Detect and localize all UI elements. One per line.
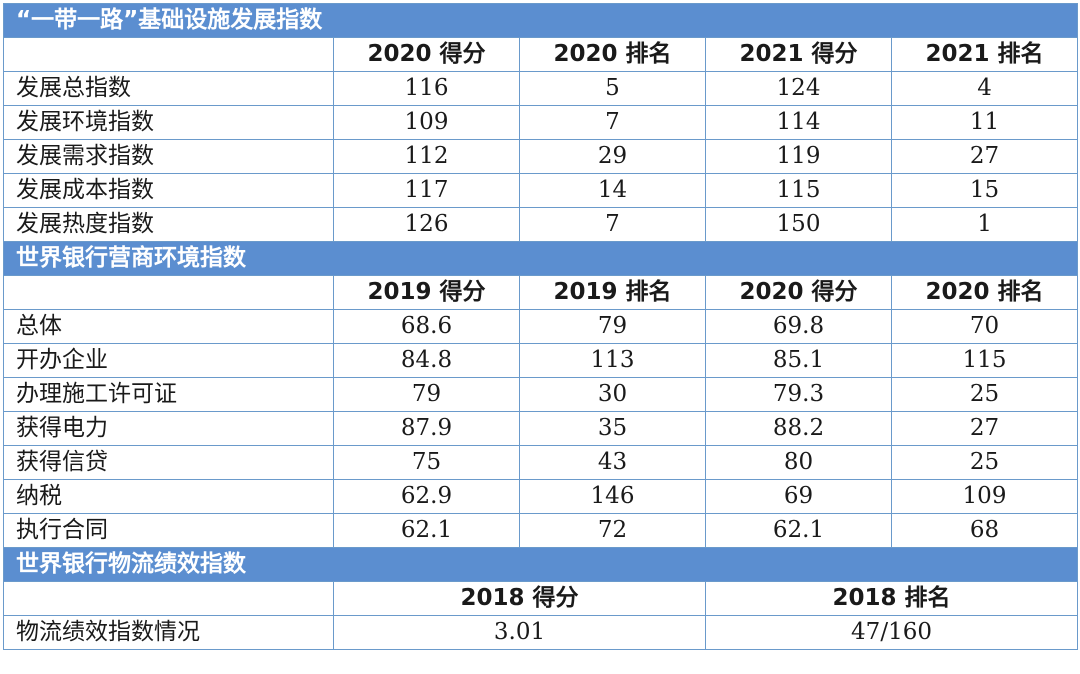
- cell-value: 68.6: [333, 309, 520, 344]
- column-header: 2020 排名: [519, 37, 706, 72]
- cell-value: 75: [333, 445, 520, 480]
- cell-value: 79.3: [705, 377, 892, 412]
- table-row: 总体 68.6 79 69.8 70: [3, 309, 1079, 344]
- header-blank: [3, 581, 334, 616]
- row-label: 发展热度指数: [3, 207, 334, 242]
- table-row: 发展热度指数 126 7 150 1: [3, 207, 1079, 242]
- cell-value: 79: [333, 377, 520, 412]
- column-header: 2020 得分: [333, 37, 520, 72]
- header-blank: [3, 37, 334, 72]
- cell-value: 150: [705, 207, 892, 242]
- column-header: 2020 排名: [890, 275, 1079, 310]
- table-row: 办理施工许可证 79 30 79.3 25: [3, 377, 1079, 412]
- cell-value: 7: [519, 105, 706, 140]
- table-row: 发展环境指数 109 7 114 11: [3, 105, 1079, 140]
- cell-value: 30: [519, 377, 706, 412]
- section-title: 世界银行物流绩效指数: [2, 547, 1079, 582]
- cell-value: 126: [333, 207, 520, 242]
- section-title: “一带一路”基础设施发展指数: [2, 3, 1079, 38]
- cell-value: 62.1: [333, 513, 520, 548]
- cell-value: 3.01: [333, 615, 706, 650]
- header-row: 2020 得分 2020 排名 2021 得分 2021 排名: [3, 37, 1079, 72]
- cell-value: 25: [890, 377, 1079, 412]
- row-label: 获得信贷: [3, 445, 334, 480]
- section-title-row: 世界银行物流绩效指数: [2, 547, 1079, 582]
- cell-value: 84.8: [333, 343, 520, 378]
- cell-value: 109: [890, 479, 1079, 514]
- section-title-row: 世界银行营商环境指数: [2, 241, 1079, 276]
- table-row: 执行合同 62.1 72 62.1 68: [3, 513, 1079, 548]
- row-label: 执行合同: [3, 513, 334, 548]
- cell-value: 114: [705, 105, 892, 140]
- cell-value: 113: [519, 343, 706, 378]
- cell-value: 29: [519, 139, 706, 174]
- table-row: 获得信贷 75 43 80 25: [3, 445, 1079, 480]
- cell-value: 88.2: [705, 411, 892, 446]
- cell-value: 25: [890, 445, 1079, 480]
- cell-value: 62.9: [333, 479, 520, 514]
- cell-value: 11: [890, 105, 1079, 140]
- cell-value: 109: [333, 105, 520, 140]
- cell-value: 70: [890, 309, 1079, 344]
- cell-value: 116: [333, 71, 520, 106]
- column-header: 2021 得分: [705, 37, 892, 72]
- row-label: 发展总指数: [3, 71, 334, 106]
- row-label: 开办企业: [3, 343, 334, 378]
- table-row: 物流绩效指数情况 3.01 47/160: [3, 615, 1079, 650]
- row-label: 纳税: [3, 479, 334, 514]
- header-row: 2018 得分 2018 排名: [3, 581, 1079, 616]
- column-header: 2020 得分: [705, 275, 892, 310]
- cell-value: 4: [890, 71, 1079, 106]
- row-label: 获得电力: [3, 411, 334, 446]
- cell-value: 85.1: [705, 343, 892, 378]
- row-label: 发展环境指数: [3, 105, 334, 140]
- cell-value: 87.9: [333, 411, 520, 446]
- cell-value: 112: [333, 139, 520, 174]
- cell-value: 27: [890, 411, 1079, 446]
- header-blank: [3, 275, 334, 310]
- table-row: 获得电力 87.9 35 88.2 27: [3, 411, 1079, 446]
- table-row: 开办企业 84.8 113 85.1 115: [3, 343, 1079, 378]
- cell-value: 69.8: [705, 309, 892, 344]
- cell-value: 7: [519, 207, 706, 242]
- cell-value: 69: [705, 479, 892, 514]
- cell-value: 124: [705, 71, 892, 106]
- section-title: 世界银行营商环境指数: [2, 241, 1079, 276]
- cell-value: 47/160: [704, 615, 1079, 650]
- table-row: 发展成本指数 117 14 115 15: [3, 173, 1079, 208]
- cell-value: 68: [890, 513, 1079, 548]
- column-header: 2018 排名: [704, 581, 1079, 616]
- column-header: 2019 排名: [519, 275, 706, 310]
- cell-value: 1: [890, 207, 1079, 242]
- cell-value: 35: [519, 411, 706, 446]
- table-row: 发展需求指数 112 29 119 27: [3, 139, 1079, 174]
- cell-value: 62.1: [705, 513, 892, 548]
- table-row: 发展总指数 116 5 124 4: [3, 71, 1079, 106]
- cell-value: 146: [519, 479, 706, 514]
- column-header: 2021 排名: [890, 37, 1079, 72]
- index-table: “一带一路”基础设施发展指数 2020 得分 2020 排名 2021 得分 2…: [2, 3, 1079, 650]
- cell-value: 15: [890, 173, 1079, 208]
- cell-value: 119: [705, 139, 892, 174]
- row-label: 发展需求指数: [3, 139, 334, 174]
- column-header: 2019 得分: [333, 275, 520, 310]
- cell-value: 80: [705, 445, 892, 480]
- header-row: 2019 得分 2019 排名 2020 得分 2020 排名: [3, 275, 1079, 310]
- cell-value: 27: [890, 139, 1079, 174]
- cell-value: 43: [519, 445, 706, 480]
- row-label: 总体: [3, 309, 334, 344]
- section-title-row: “一带一路”基础设施发展指数: [2, 3, 1079, 38]
- cell-value: 115: [890, 343, 1079, 378]
- cell-value: 5: [519, 71, 706, 106]
- cell-value: 117: [333, 173, 520, 208]
- table-row: 纳税 62.9 146 69 109: [3, 479, 1079, 514]
- row-label: 发展成本指数: [3, 173, 334, 208]
- cell-value: 115: [705, 173, 892, 208]
- cell-value: 14: [519, 173, 706, 208]
- row-label: 物流绩效指数情况: [3, 615, 334, 650]
- cell-value: 79: [519, 309, 706, 344]
- row-label: 办理施工许可证: [3, 377, 334, 412]
- cell-value: 72: [519, 513, 706, 548]
- column-header: 2018 得分: [333, 581, 706, 616]
